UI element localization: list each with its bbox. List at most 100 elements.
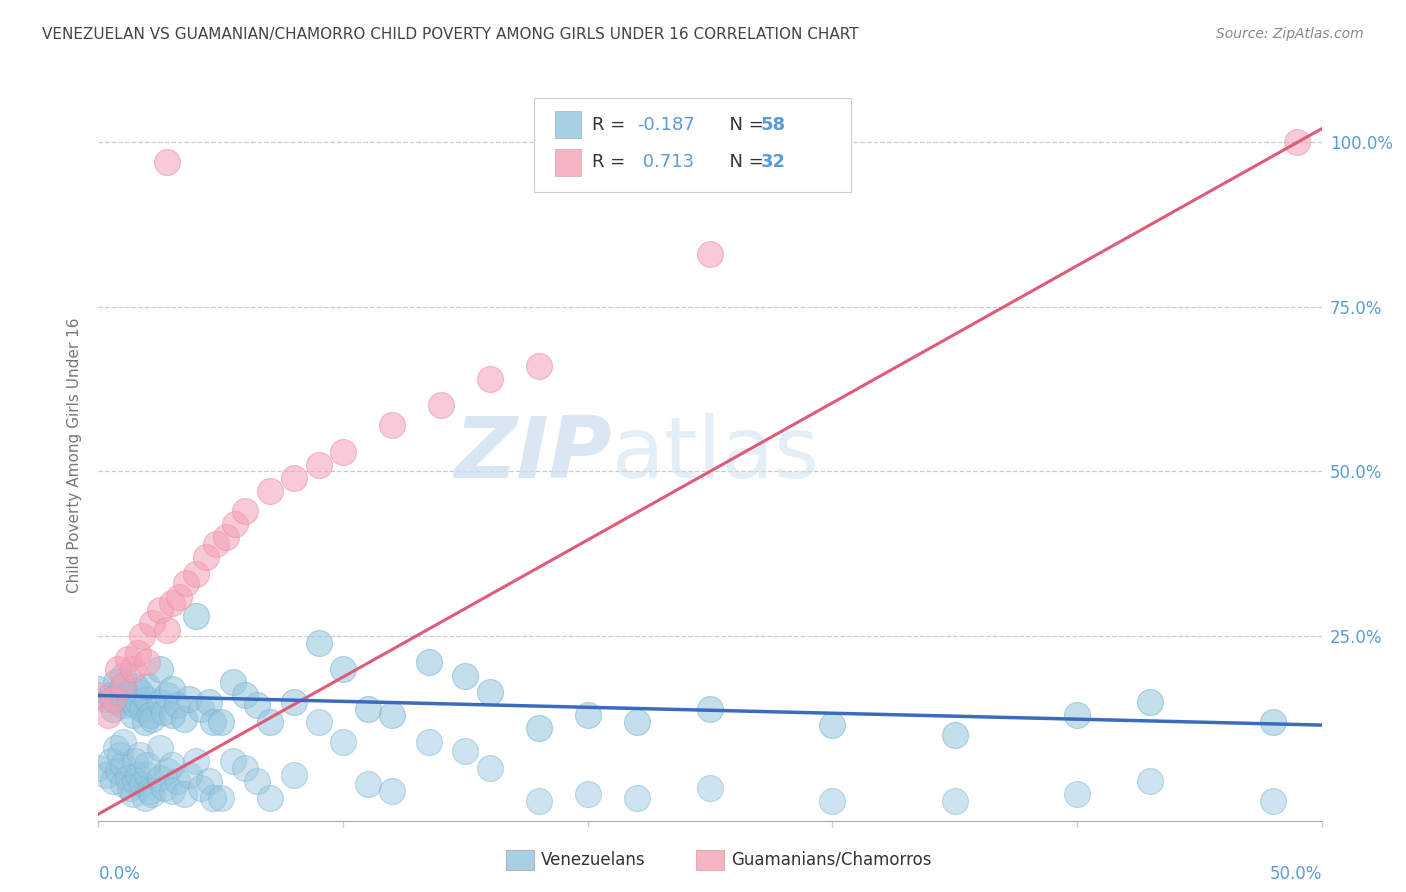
Point bbox=[149, 695, 172, 709]
Point bbox=[224, 517, 246, 532]
Point bbox=[478, 761, 501, 775]
Point bbox=[381, 708, 404, 723]
Point bbox=[283, 695, 305, 709]
Point bbox=[124, 755, 146, 769]
Point bbox=[134, 790, 156, 805]
Point bbox=[153, 780, 176, 795]
Point bbox=[97, 708, 120, 723]
Point bbox=[1286, 135, 1309, 149]
Point bbox=[626, 714, 648, 729]
Point bbox=[149, 662, 172, 676]
Point bbox=[100, 755, 122, 769]
Text: 50.0%: 50.0% bbox=[1270, 864, 1322, 882]
Point bbox=[943, 794, 966, 808]
Point bbox=[186, 566, 208, 581]
Point bbox=[177, 691, 200, 706]
Point bbox=[209, 790, 232, 805]
Point bbox=[127, 767, 149, 781]
Text: R =: R = bbox=[592, 153, 631, 171]
Text: Source: ZipAtlas.com: Source: ZipAtlas.com bbox=[1216, 27, 1364, 41]
Point bbox=[124, 774, 146, 789]
Text: N =: N = bbox=[718, 153, 770, 171]
Point bbox=[259, 714, 281, 729]
Point bbox=[176, 576, 198, 591]
Point bbox=[821, 794, 844, 808]
Point bbox=[149, 741, 172, 756]
Point bbox=[120, 780, 142, 795]
Point bbox=[527, 794, 550, 808]
Point bbox=[246, 698, 269, 713]
Point bbox=[1066, 787, 1088, 801]
Point bbox=[87, 761, 110, 775]
Point bbox=[699, 247, 721, 261]
Point bbox=[197, 695, 219, 709]
Point bbox=[430, 399, 453, 413]
Point bbox=[283, 471, 305, 485]
Point bbox=[117, 652, 139, 666]
Text: Guamanians/Chamorros: Guamanians/Chamorros bbox=[731, 851, 932, 869]
Point bbox=[332, 734, 354, 748]
Point bbox=[111, 679, 134, 693]
Point bbox=[121, 787, 143, 801]
Point bbox=[127, 695, 149, 709]
Point bbox=[576, 787, 599, 801]
Text: Venezuelans: Venezuelans bbox=[541, 851, 645, 869]
Point bbox=[156, 764, 179, 779]
Point bbox=[136, 691, 159, 706]
Point bbox=[100, 689, 122, 703]
Point bbox=[107, 764, 129, 779]
Point bbox=[195, 550, 218, 565]
Point bbox=[131, 701, 153, 715]
Point bbox=[111, 734, 134, 748]
Point bbox=[136, 767, 159, 781]
Point bbox=[356, 701, 378, 715]
Point bbox=[1261, 794, 1284, 808]
Point bbox=[107, 662, 129, 676]
Point bbox=[153, 705, 176, 719]
Point bbox=[186, 609, 208, 624]
Point bbox=[418, 734, 440, 748]
Point bbox=[478, 685, 501, 699]
Point bbox=[156, 154, 179, 169]
Point bbox=[173, 711, 195, 725]
Point bbox=[111, 681, 134, 696]
Point bbox=[356, 777, 378, 791]
Point bbox=[107, 695, 129, 709]
Point bbox=[308, 458, 330, 472]
Point bbox=[308, 636, 330, 650]
Point bbox=[454, 668, 477, 682]
Point bbox=[202, 714, 225, 729]
Point bbox=[139, 784, 162, 798]
Point bbox=[141, 711, 163, 725]
Point bbox=[166, 774, 188, 789]
Point bbox=[209, 714, 232, 729]
Point bbox=[87, 681, 110, 696]
Point bbox=[233, 504, 256, 518]
Point bbox=[699, 701, 721, 715]
Point bbox=[283, 767, 305, 781]
Point bbox=[124, 679, 146, 693]
Point bbox=[149, 771, 172, 785]
Text: atlas: atlas bbox=[612, 413, 820, 497]
Point bbox=[110, 747, 132, 762]
Point bbox=[214, 530, 236, 544]
Point bbox=[149, 603, 172, 617]
Point bbox=[160, 784, 183, 798]
Point bbox=[527, 359, 550, 373]
Point bbox=[136, 656, 159, 670]
Point bbox=[186, 755, 208, 769]
Point bbox=[166, 698, 188, 713]
Point bbox=[136, 679, 159, 693]
Point bbox=[111, 757, 134, 772]
Point bbox=[246, 774, 269, 789]
Point bbox=[111, 777, 134, 791]
Point bbox=[233, 761, 256, 775]
Point bbox=[233, 689, 256, 703]
Point bbox=[111, 668, 134, 682]
Point bbox=[454, 744, 477, 758]
Point bbox=[197, 774, 219, 789]
Point bbox=[259, 790, 281, 805]
Point bbox=[101, 701, 124, 715]
Point bbox=[202, 790, 225, 805]
Point bbox=[111, 698, 134, 713]
